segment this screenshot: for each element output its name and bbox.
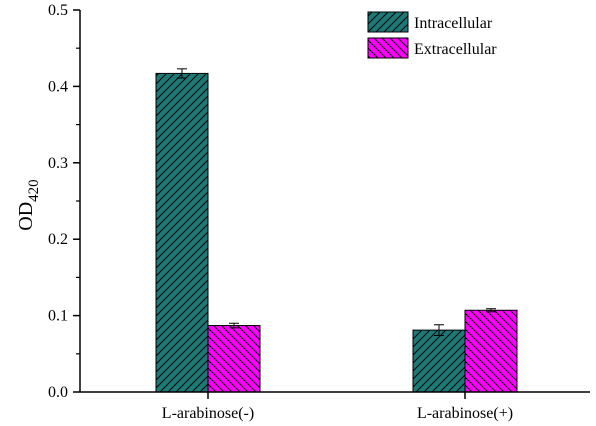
bar-hatch-intracellular [412, 329, 466, 393]
y-axis-ticks: 0.0 0.1 0.2 0.3 0.4 0.5 [48, 2, 80, 401]
error-bars-group [177, 68, 496, 336]
x-tick-label: L-arabinose(-) [162, 405, 254, 422]
y-tick-label: 0.2 [48, 231, 68, 248]
y-axis-title: OD420 [15, 179, 42, 230]
legend-hatch-extracellular [367, 37, 409, 59]
x-tick-label: L-arabinose(+) [417, 405, 513, 422]
legend: Intracellular Extracellular [367, 11, 497, 59]
bar-hatch-extracellular [464, 309, 518, 393]
y-tick-label: 0.1 [48, 308, 68, 325]
y-tick-label: 0.5 [48, 2, 68, 19]
y-tick-label: 0.3 [48, 155, 68, 172]
y-tick-label: 0.4 [48, 78, 68, 95]
legend-label-extracellular: Extracellular [414, 41, 497, 58]
y-tick-label: 0.0 [48, 384, 68, 401]
x-axis-ticks: L-arabinose(-) L-arabinose(+) [162, 392, 513, 422]
legend-label-intracellular: Intracellular [414, 15, 493, 32]
bar-hatch-intracellular [155, 72, 209, 393]
legend-hatch-intracellular [367, 11, 409, 33]
bar-hatch-extracellular [207, 325, 261, 393]
bars-group [155, 72, 518, 393]
